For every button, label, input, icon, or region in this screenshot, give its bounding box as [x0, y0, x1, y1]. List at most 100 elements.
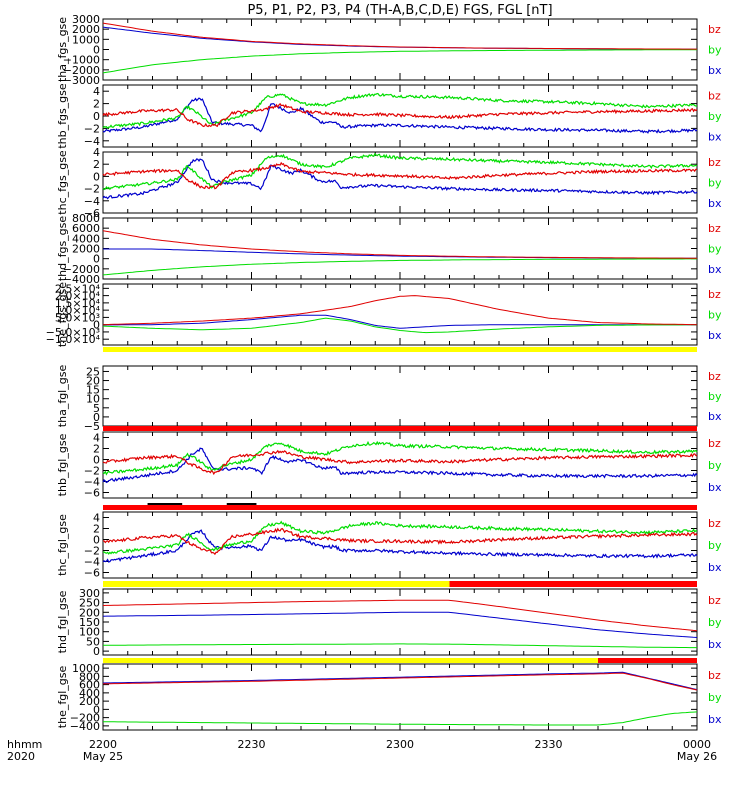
y-tick-label: 300 — [79, 587, 100, 600]
legend-bz: bz — [708, 594, 721, 607]
legend-bz: bz — [708, 222, 721, 235]
y-tick-label: −5.0×10³ — [46, 326, 100, 339]
legend-bz: bz — [708, 437, 721, 450]
y-tick-label: 0 — [93, 534, 100, 547]
y-tick-label: −3000 — [63, 74, 100, 87]
legend-by: by — [708, 691, 722, 704]
y-tick-label: 1000 — [72, 662, 100, 675]
y-tick-label: 0 — [93, 110, 100, 123]
legend-bx: bx — [708, 64, 722, 77]
legend-by: by — [708, 177, 722, 190]
flag-bar-3 — [103, 503, 697, 510]
time-row-label: hhmm — [7, 738, 42, 751]
y-tick-label: −4 — [84, 195, 100, 208]
date-tick-label: May 25 — [83, 750, 123, 763]
y-tick-label: −2000 — [63, 64, 100, 77]
y-tick-label: 200 — [79, 606, 100, 619]
series-line-by — [102, 520, 698, 555]
series-line-bz — [102, 672, 698, 691]
y-tick-label: 25 — [86, 365, 100, 378]
flag-segment — [598, 658, 697, 663]
series-line-bx — [102, 447, 698, 484]
series-line-bz — [102, 102, 698, 128]
panel-frame — [102, 217, 698, 280]
panel-3: 420−2−4−6 thc_fgs_gse bz by bx — [56, 146, 722, 220]
y-axis-label: thb_fgl_gse — [56, 433, 69, 496]
time-tick-label: 2330 — [535, 738, 563, 751]
panel-frame — [102, 365, 698, 427]
panel-8: 420−2−4−6 thc_fgl_gse bz by bx — [56, 511, 722, 580]
date-tick-label: May 26 — [677, 750, 717, 763]
year-label: 2020 — [7, 750, 35, 763]
y-tick-label: −1.0×10⁴ — [46, 333, 101, 346]
series-line-bz — [102, 161, 698, 190]
series-line-bx — [102, 158, 698, 200]
series-line-bx — [102, 314, 697, 329]
y-tick-label: 2 — [93, 523, 100, 536]
y-tick-label: 4 — [93, 512, 100, 525]
series-line-by — [103, 643, 697, 649]
y-axis-label: tha_fgl_gse — [56, 365, 69, 428]
y-tick-label: 50 — [86, 635, 100, 648]
legend-by: by — [708, 616, 722, 629]
y-tick-label: −4 — [84, 135, 100, 148]
y-tick-label: 0 — [93, 253, 100, 266]
flag-segment — [449, 581, 697, 587]
y-tick-label: 0 — [93, 454, 100, 467]
y-tick-label: −2 — [84, 122, 100, 135]
y-tick-label: 800 — [79, 670, 100, 683]
legend-bx: bx — [708, 481, 722, 494]
series-line-by — [102, 258, 697, 276]
time-tick-label: 0000 — [683, 738, 711, 751]
y-tick-label: 1000 — [72, 33, 100, 46]
y-tick-label: 2 — [93, 158, 100, 171]
flag-segment — [103, 581, 450, 587]
flag-bar-2 — [103, 426, 697, 431]
y-tick-label: 400 — [79, 687, 100, 700]
panel-frame — [102, 84, 698, 148]
y-tick-label: −200 — [70, 712, 100, 725]
y-tick-label: 4000 — [72, 232, 100, 245]
legend-by: by — [708, 459, 722, 472]
y-tick-label: 4 — [93, 85, 100, 98]
y-tick-label: 2 — [93, 443, 100, 456]
y-axis-label: thb_fgs_gse — [56, 83, 69, 149]
series-line-by — [102, 317, 697, 334]
y-tick-label: 0 — [93, 703, 100, 716]
y-tick-label: 0 — [93, 44, 100, 57]
y-tick-label: −6 — [84, 207, 100, 220]
flag-segment — [103, 658, 598, 663]
y-tick-label: −6 — [84, 567, 100, 580]
series-line-bx — [102, 97, 698, 134]
y-axis-label: the_fgs_gse — [56, 282, 69, 347]
y-axis-label: tha_fgs_gse — [56, 17, 69, 82]
y-tick-label: 10 — [86, 393, 100, 406]
series-line-bz — [102, 295, 698, 326]
series-line-bz — [102, 22, 697, 50]
y-tick-label: 8000 — [72, 212, 100, 225]
legend-bz: bz — [708, 23, 721, 36]
y-tick-label: 1.5×10⁴ — [55, 297, 101, 310]
legend-bz: bz — [708, 156, 721, 169]
legend-by: by — [708, 243, 722, 256]
panel-7: 420−2−4−6 thb_fgl_gse bz by bx — [56, 431, 722, 500]
flag-bar-4 — [103, 581, 697, 587]
y-tick-label: 0 — [93, 319, 100, 332]
y-tick-label: 2000 — [72, 23, 100, 36]
y-tick-label: 100 — [79, 626, 100, 639]
y-tick-label: 2 — [93, 98, 100, 111]
flag-tick — [226, 503, 257, 505]
flag-tick — [147, 503, 183, 505]
flag-bar-1 — [103, 347, 697, 352]
series-line-by — [103, 711, 698, 726]
y-tick-label: 3000 — [72, 13, 100, 26]
legend-by: by — [708, 110, 722, 123]
legend-by: by — [708, 390, 722, 403]
series-line-bz — [102, 599, 698, 632]
